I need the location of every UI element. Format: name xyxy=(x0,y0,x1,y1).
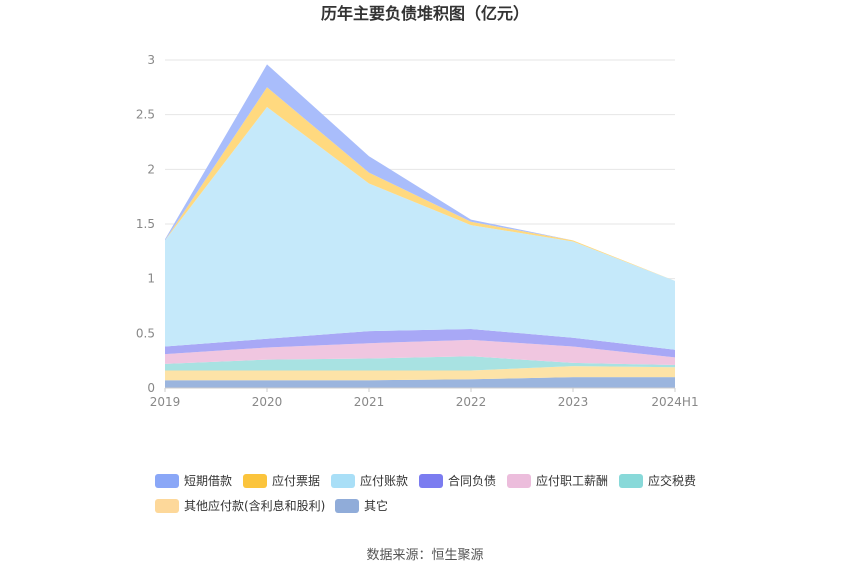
y-tick-label: 2.5 xyxy=(136,108,155,122)
chart-title: 历年主要负债堆积图（亿元） xyxy=(321,4,529,23)
y-tick-label: 1.5 xyxy=(136,217,155,231)
legend-label[interactable]: 应付职工薪酬 xyxy=(536,473,608,488)
x-tick-label: 2022 xyxy=(456,395,487,409)
x-tick-label: 2020 xyxy=(252,395,283,409)
area-应交税费 xyxy=(165,356,675,371)
area-其它 xyxy=(165,377,675,388)
legend-swatch[interactable] xyxy=(243,474,267,488)
area-series xyxy=(165,64,675,388)
y-tick-label: 0.5 xyxy=(136,326,155,340)
y-tick-label: 0 xyxy=(147,381,155,395)
legend-swatch[interactable] xyxy=(335,499,359,513)
area-应付职工薪酬 xyxy=(165,339,675,365)
x-tick-label: 2019 xyxy=(150,395,181,409)
x-tick-label: 2024H1 xyxy=(651,395,698,409)
x-tick-label: 2021 xyxy=(354,395,385,409)
legend-label[interactable]: 应付票据 xyxy=(272,473,320,488)
y-tick-label: 3 xyxy=(147,53,155,67)
legend-label[interactable]: 应付账款 xyxy=(360,473,408,488)
y-tick-label: 2 xyxy=(147,162,155,176)
area-合同负债 xyxy=(165,329,675,358)
legend-label[interactable]: 应交税费 xyxy=(648,473,696,488)
legend-swatch[interactable] xyxy=(155,474,179,488)
data-source-note: 数据来源：恒生聚源 xyxy=(366,548,483,563)
legend-swatch[interactable] xyxy=(419,474,443,488)
legend-label[interactable]: 其它 xyxy=(364,498,388,513)
legend-swatch[interactable] xyxy=(155,499,179,513)
y-tick-label: 1 xyxy=(147,272,155,286)
legend-label[interactable]: 其他应付款(含利息和股利) xyxy=(184,498,325,513)
legend-swatch[interactable] xyxy=(331,474,355,488)
axes: 0 0.5 1 1.5 2 2.5 3 2019 2020 2021 2022 2023 2024H1 xyxy=(136,53,699,409)
area-应付账款 xyxy=(165,107,675,350)
legend-swatch[interactable] xyxy=(507,474,531,488)
legend-label[interactable]: 合同负债 xyxy=(448,473,496,488)
area-其他应付款(含利息和股利) xyxy=(165,366,675,381)
legend-swatch[interactable] xyxy=(619,474,643,488)
legend-label[interactable]: 短期借款 xyxy=(184,474,232,488)
x-tick-label: 2023 xyxy=(558,395,589,409)
